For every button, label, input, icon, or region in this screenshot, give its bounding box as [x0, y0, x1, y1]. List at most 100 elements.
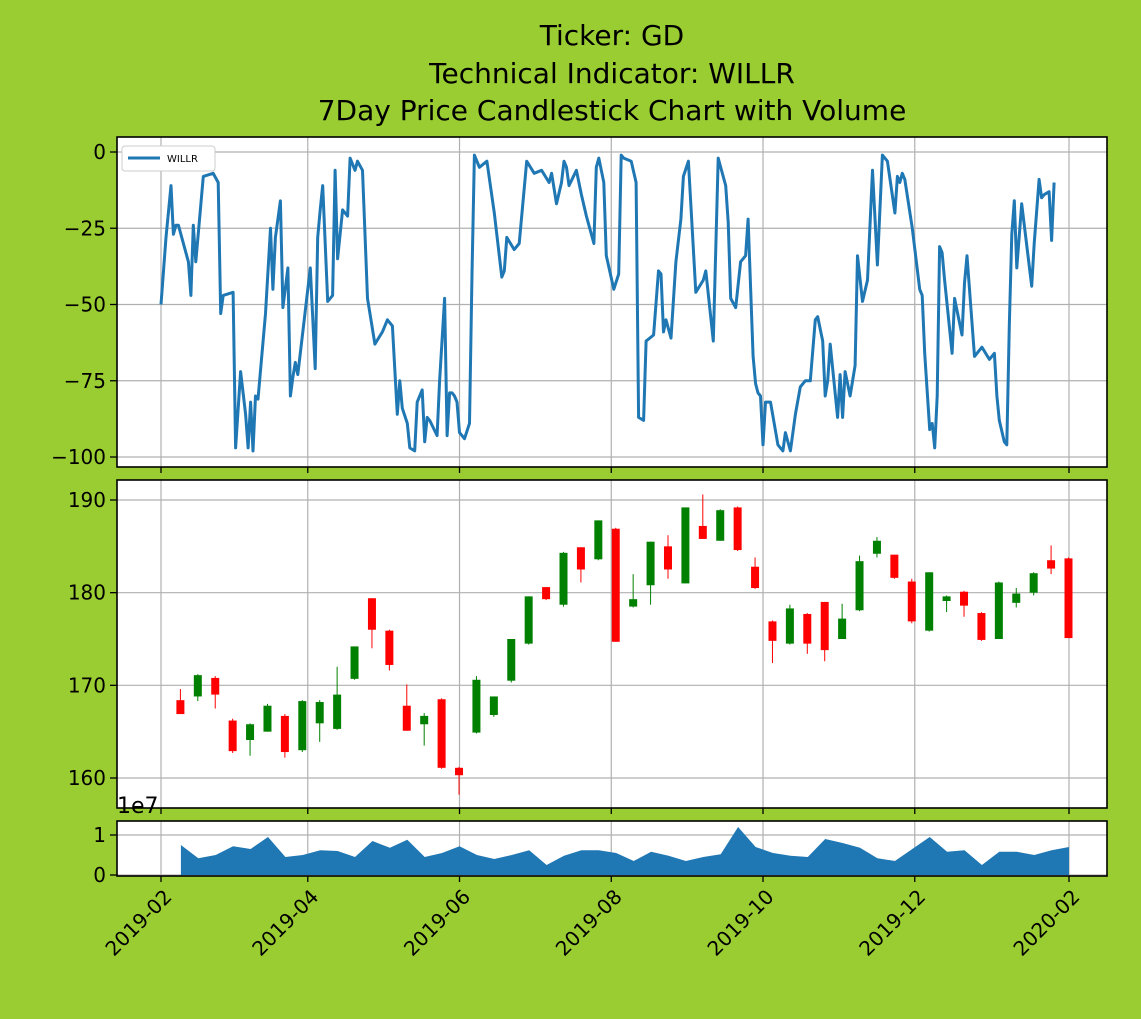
candle-body — [820, 601, 829, 651]
y-tick-label: 0 — [93, 140, 106, 164]
candle — [907, 578, 916, 624]
candle-body — [785, 608, 794, 644]
candle-body — [1012, 593, 1021, 603]
candle-body — [437, 699, 446, 768]
candle-body — [960, 591, 969, 606]
candle — [507, 639, 516, 683]
candle-body — [350, 646, 359, 679]
candle — [994, 581, 1003, 639]
candle-body — [1047, 560, 1056, 569]
willr-panel: 0 −25 −50 −75 −100 WILLR — [51, 136, 1108, 469]
candle — [437, 698, 446, 769]
candle-body — [890, 554, 899, 578]
candle-body — [472, 679, 481, 733]
candle-body — [193, 675, 202, 697]
candle-body — [698, 525, 707, 539]
candle-body — [629, 599, 638, 607]
grid-lines — [117, 137, 1107, 467]
candle-body — [768, 621, 777, 641]
title-line-2: Technical Indicator: WILLR — [428, 57, 795, 90]
candle-body — [402, 705, 411, 731]
candle — [333, 666, 342, 730]
candle-body — [942, 596, 951, 602]
y-tick-label: 0 — [93, 863, 106, 887]
legend-box — [121, 145, 216, 172]
candle-body — [228, 720, 237, 752]
candle — [524, 596, 533, 645]
y-tick-label: −25 — [64, 216, 106, 240]
y-tick-label: 160 — [68, 766, 106, 790]
candle-body — [838, 618, 847, 639]
candle — [768, 620, 777, 664]
willr-line — [159, 153, 1056, 453]
legend-label: WILLR — [167, 154, 198, 165]
candle-body — [1064, 558, 1073, 639]
candle-body — [420, 715, 429, 725]
candle-body — [455, 767, 464, 776]
candle-body — [542, 587, 551, 600]
candle — [489, 696, 498, 717]
candle — [542, 587, 551, 601]
candle — [960, 590, 969, 617]
candle-body — [367, 598, 376, 630]
candle — [751, 557, 760, 589]
candle — [350, 646, 359, 680]
candle-body — [263, 705, 272, 732]
candle — [716, 509, 725, 541]
candle — [228, 718, 237, 753]
candles — [176, 494, 1073, 795]
candle — [838, 603, 847, 639]
candle-body — [611, 528, 620, 642]
candle-body — [507, 639, 516, 681]
candle — [646, 541, 655, 605]
candle — [629, 574, 638, 608]
candle-body — [994, 582, 1003, 639]
candle — [246, 723, 255, 756]
candle-body — [280, 715, 289, 753]
candle-body — [663, 546, 672, 570]
candle — [872, 537, 881, 558]
candle-body — [489, 696, 498, 715]
candle — [1064, 557, 1073, 639]
candle-body — [872, 540, 881, 554]
candle-body — [559, 552, 568, 605]
candle — [385, 629, 394, 671]
candle — [925, 572, 934, 632]
candle — [663, 535, 672, 579]
candle-body — [211, 677, 220, 695]
candle-body — [1029, 573, 1038, 593]
candle — [211, 676, 220, 709]
plot-frame — [116, 136, 1108, 468]
candle — [402, 684, 411, 731]
candle-body — [751, 566, 760, 589]
candle — [942, 595, 951, 613]
candle — [594, 520, 603, 561]
candle-body — [176, 700, 185, 715]
y-tick-label: −50 — [64, 293, 106, 317]
title-line-3: 7Day Price Candlestick Chart with Volume — [318, 94, 907, 127]
candle — [176, 689, 185, 715]
candle-body — [246, 724, 255, 741]
candle-body — [385, 630, 394, 665]
y-tick-label: 190 — [68, 488, 106, 512]
candle-body — [315, 702, 324, 724]
candle-body — [803, 613, 812, 644]
y-tick-label: −75 — [64, 369, 106, 393]
candle — [611, 527, 620, 642]
candle-body — [977, 613, 986, 640]
candle-body — [855, 561, 864, 611]
candle — [263, 703, 272, 732]
candle-body — [298, 701, 307, 751]
candle-body — [594, 520, 603, 560]
candle — [855, 555, 864, 612]
candle — [472, 676, 481, 734]
candle — [315, 700, 324, 742]
candle — [576, 547, 585, 583]
candle — [1029, 572, 1038, 596]
candle — [785, 604, 794, 645]
candle — [193, 674, 202, 702]
candle-body — [716, 510, 725, 541]
y-tick-label: 180 — [68, 581, 106, 605]
candle — [367, 598, 376, 649]
